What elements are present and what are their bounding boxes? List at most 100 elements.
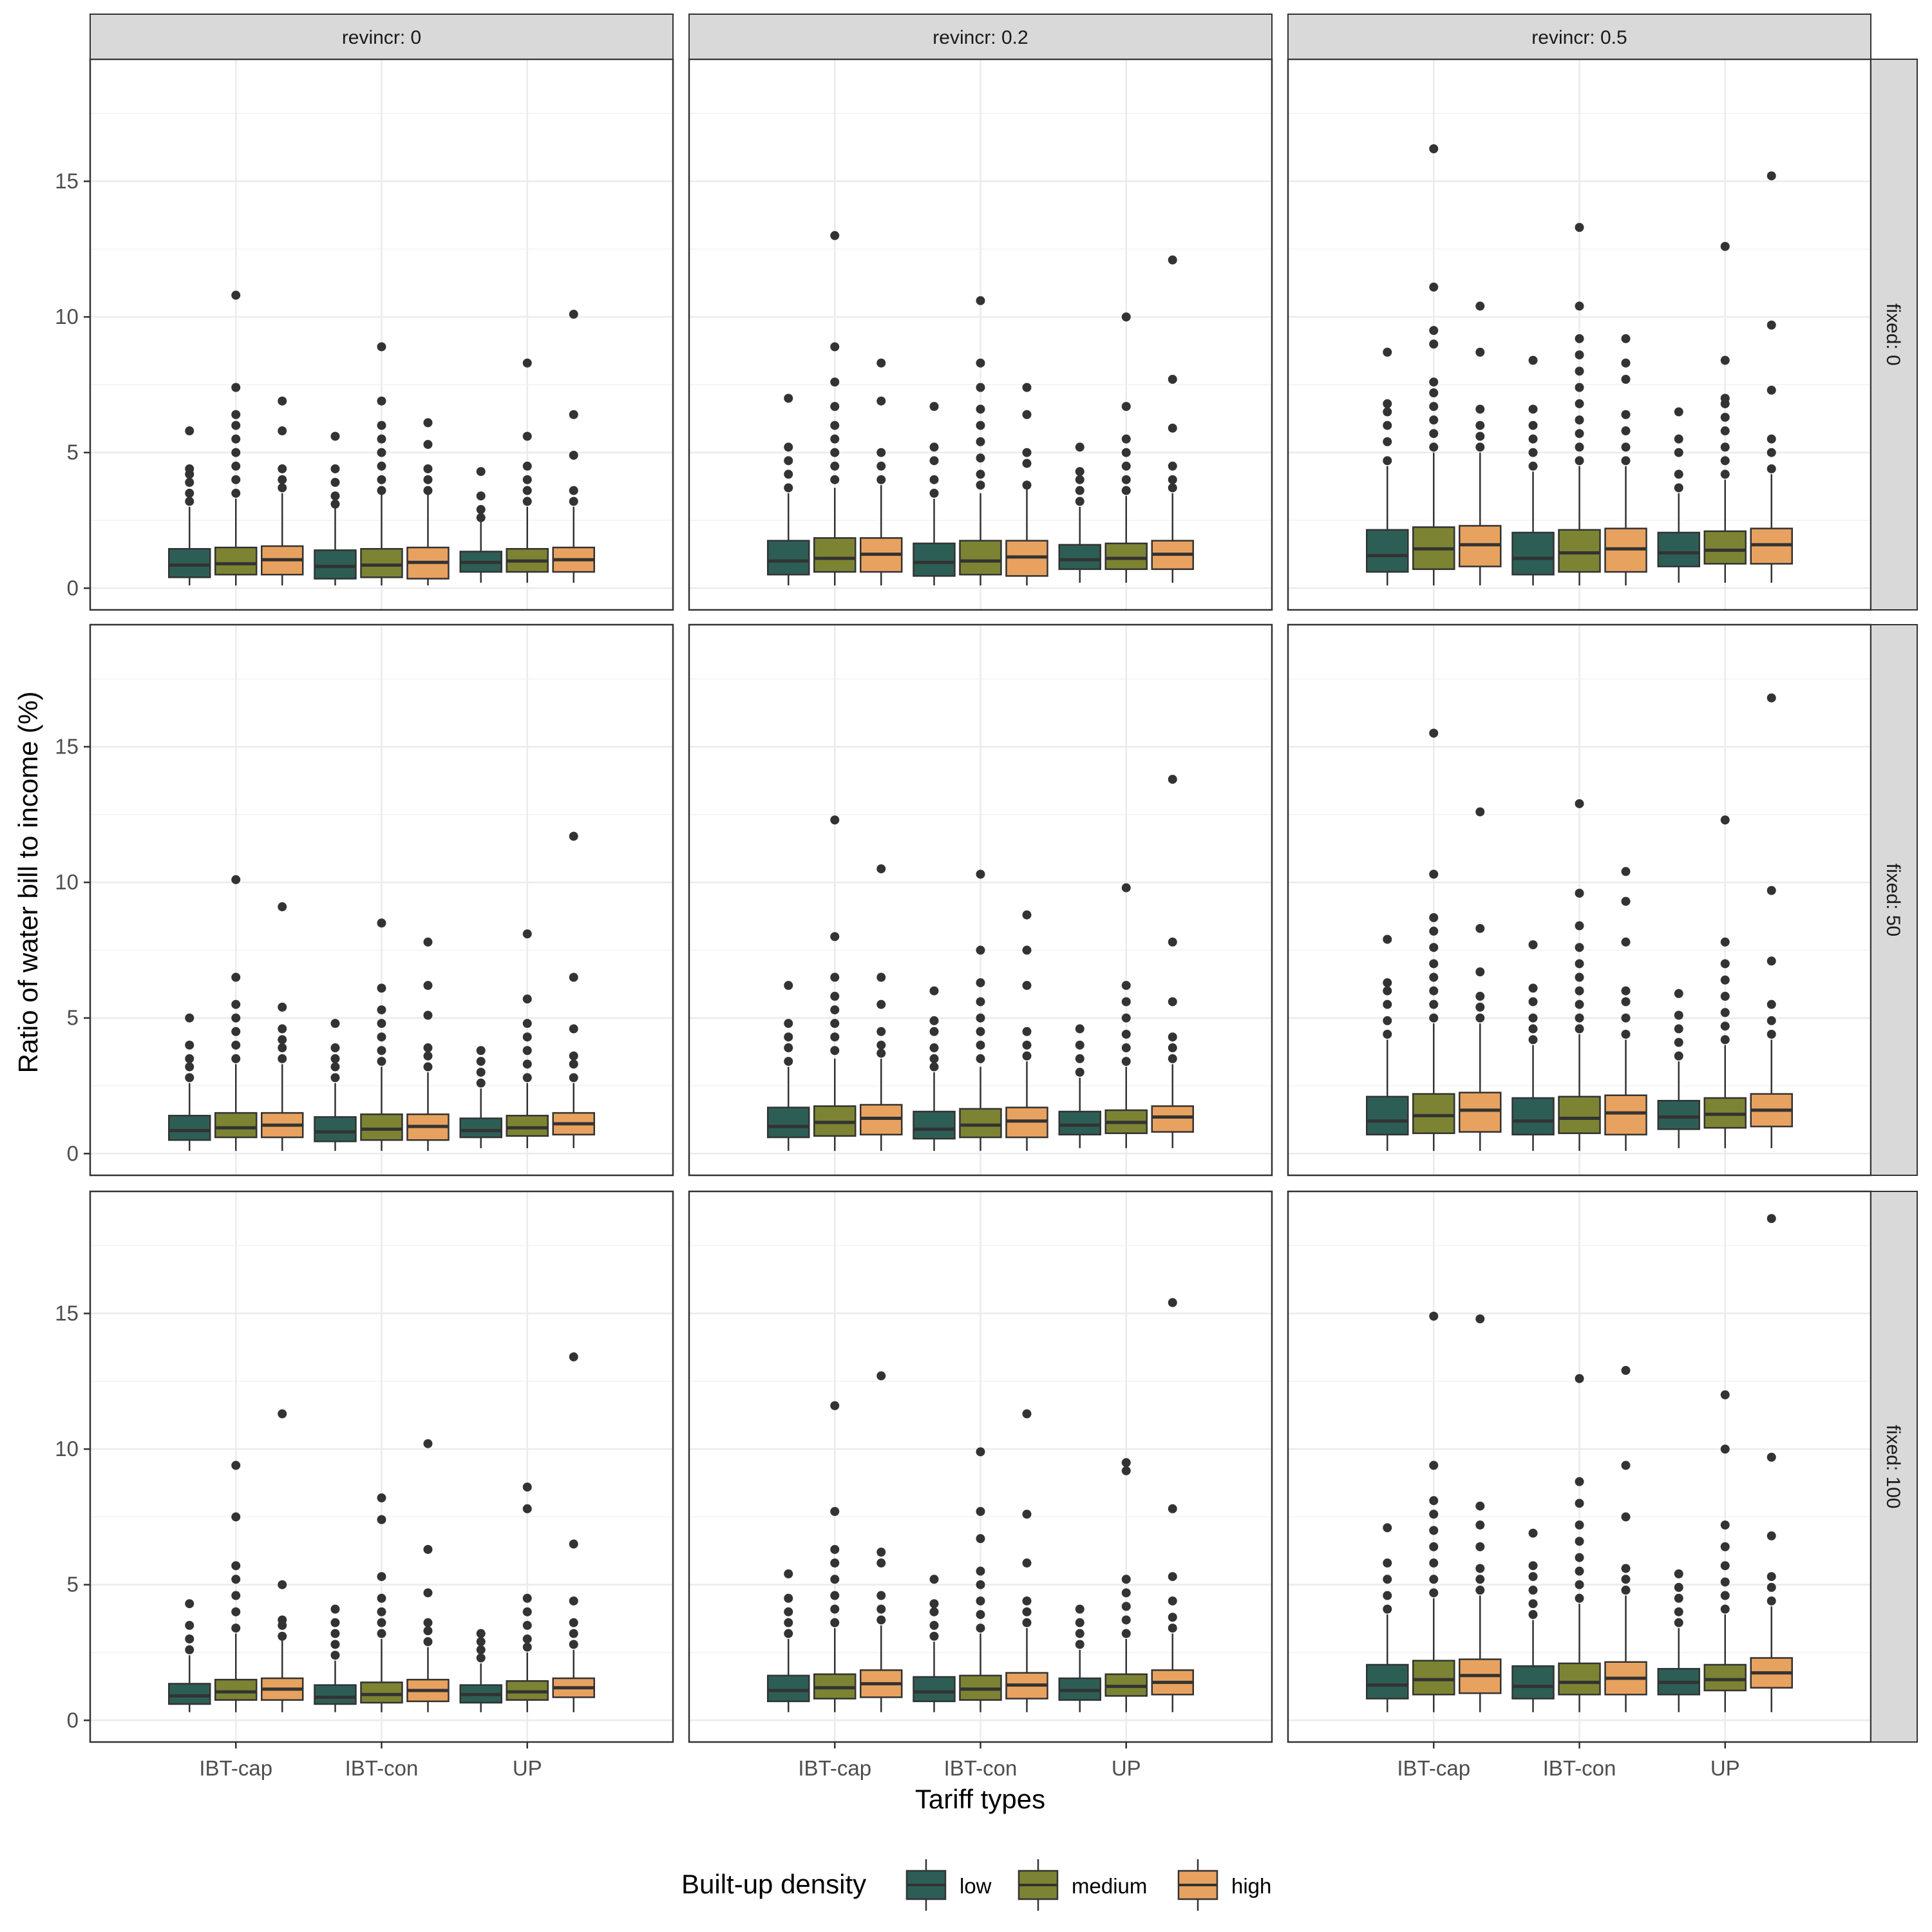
box-low-IBT-con [1511,1528,1555,1712]
outlier-point [1621,1586,1631,1595]
outlier-point [1621,442,1631,452]
outlier-point [423,981,433,990]
outlier-point [569,410,578,419]
outlier-point [1429,377,1439,387]
box-body [913,1110,956,1140]
outlier-point [1168,483,1177,493]
outlier-point [278,396,287,406]
outlier-point [784,1593,793,1603]
outlier-point [423,440,433,450]
panel-border [89,623,674,1177]
outlier-point [784,469,793,479]
outlier-point [377,461,386,471]
outlier-point [522,994,532,1004]
facet-panel [688,623,1273,1177]
outlier-point [476,1645,486,1654]
outlier-point [1720,1021,1730,1031]
outlier-point [976,383,985,392]
outlier-point [1383,421,1392,430]
outlier-point [330,1062,340,1072]
outlier-point [330,478,340,488]
outlier-point [278,1615,287,1625]
outlier-point [330,1043,340,1053]
outlier-point [1022,1040,1032,1050]
outlier-point [1168,475,1177,484]
outlier-point [1621,1564,1631,1573]
outlier-point [1383,1523,1392,1533]
panel-border [688,623,1273,1177]
outlier-point [1429,339,1439,349]
box-low-UP [1657,989,1700,1148]
box-medium-IBT-con [360,1493,403,1712]
outlier-point [1121,312,1131,322]
outlier-point [929,1016,939,1025]
y-tick-label: 0 [67,1141,79,1165]
outlier-point [476,491,486,501]
box-medium-IBT-con [959,1447,1002,1712]
outlier-point [784,442,793,452]
box-high-IBT-con [1604,867,1647,1151]
outlier-point [231,1607,241,1616]
outlier-point [1022,1027,1032,1036]
outlier-point [1720,1390,1730,1399]
box-low-UP [459,467,502,583]
outlier-point [1383,1558,1392,1568]
outlier-point [1475,1002,1485,1012]
box-body [360,1681,403,1704]
outlier-point [231,290,241,300]
outlier-point [830,342,840,352]
outlier-point [929,488,939,498]
outlier-point [377,486,386,495]
outlier-point [1121,1013,1131,1023]
outlier-point [1022,480,1032,490]
outlier-point [377,1607,386,1616]
outlier-point [830,448,840,457]
outlier-point [830,1604,840,1614]
legend: Built-up density low medium high [681,1859,1271,1911]
box-low-IBT-cap [168,426,211,586]
outlier-point [876,1027,886,1036]
box-body [1412,1093,1455,1134]
outlier-point [1674,1010,1683,1020]
outlier-point [1674,1024,1683,1034]
outlier-point [976,453,985,463]
outlier-point [1528,1035,1538,1045]
outlier-point [830,475,840,484]
box-high-UP [1151,1298,1194,1712]
facet-panel [1287,623,1872,1177]
outlier-point [876,1604,886,1614]
outlier-point [1766,999,1776,1009]
outlier-point [1674,1593,1683,1603]
outlier-point [784,981,793,990]
outlier-point [522,1482,532,1492]
outlier-point [231,875,241,884]
box-low-IBT-cap [767,1569,810,1712]
outlier-point [1429,442,1439,452]
facet-panel [688,58,1273,611]
box-low-IBT-con [913,1575,956,1712]
outlier-point [830,932,840,942]
outlier-point [377,434,386,444]
box-medium-UP [506,358,549,583]
box-low-IBT-con [314,431,357,586]
outlier-point [1528,404,1538,414]
y-tick-label: 5 [67,440,79,464]
outlier-point [1720,992,1730,1001]
outlier-point [1168,1032,1177,1042]
y-tick-label: 10 [55,1437,79,1461]
outlier-point [1720,815,1730,825]
outlier-point [1766,1572,1776,1582]
outlier-point [976,1027,985,1036]
box-low-IBT-con [1511,940,1555,1151]
y-axis-title: Ratio of water bill to income (%) [13,692,43,1074]
outlier-point [830,1558,840,1568]
box-body [360,547,403,578]
outlier-point [377,1572,386,1582]
outlier-point [1575,1013,1584,1023]
outlier-point [1475,431,1485,441]
outlier-point [1766,1452,1776,1462]
outlier-point [1168,423,1177,433]
outlier-point [976,1610,985,1620]
outlier-point [1121,1588,1131,1598]
